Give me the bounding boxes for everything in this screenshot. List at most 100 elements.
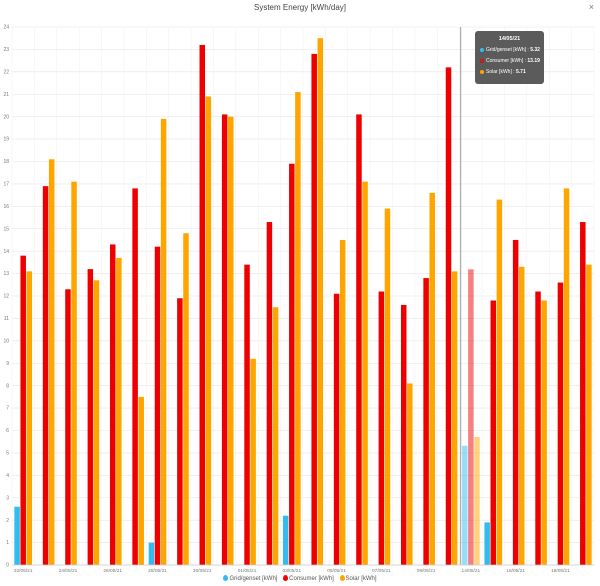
- bar-solar: [474, 437, 480, 565]
- legend-item-consumer[interactable]: Consumer [kWh]: [283, 575, 334, 582]
- tooltip-grid-dot-icon: [480, 47, 484, 52]
- bar-solar: [407, 383, 413, 565]
- x-tick-label: 26/05/21: [103, 568, 122, 574]
- bar-grid: [484, 522, 490, 565]
- y-tick-label: 6: [6, 428, 9, 434]
- bar-consumer: [580, 222, 586, 565]
- bar-solar: [205, 96, 212, 565]
- bar-consumer: [244, 264, 250, 565]
- bar-consumer: [445, 67, 452, 565]
- x-tick-label: 28/05/21: [148, 568, 167, 574]
- close-icon[interactable]: ×: [588, 2, 594, 12]
- bar-solar: [160, 118, 167, 566]
- bar-solar: [429, 192, 435, 565]
- tooltip-solar-value: 5.71: [516, 69, 526, 75]
- y-tick-label: 7: [6, 406, 9, 412]
- y-tick-label: 4: [6, 473, 9, 479]
- legend-label-grid: Grid/genset [kWh]: [229, 576, 278, 582]
- legend-label-solar: Solar [kWh]: [345, 576, 377, 582]
- bar-consumer: [132, 188, 138, 565]
- bar-solar: [26, 271, 33, 565]
- bar-consumer: [468, 269, 474, 565]
- tooltip-grid-label: Grid/genset [kWh] :: [486, 47, 529, 53]
- bar-consumer: [221, 114, 228, 566]
- y-tick-label: 20: [3, 114, 9, 120]
- bar-solar: [93, 280, 100, 565]
- tooltip-row-solar: Solar [kWh] : 5.71: [480, 69, 526, 75]
- bar-consumer: [512, 239, 519, 566]
- x-tick-label: 09/05/21: [417, 568, 436, 574]
- tooltip-consumer-label: Consumer [kWh] :: [486, 58, 527, 64]
- y-tick-label: 0: [6, 563, 9, 569]
- bar-solar: [496, 199, 503, 565]
- bar-consumer: [65, 289, 71, 565]
- bar-grid: [462, 445, 468, 565]
- tooltip-grid-value: 5.32: [530, 47, 540, 53]
- tooltip-solar-label: Solar [kWh] :: [486, 69, 515, 75]
- y-tick-label: 2: [6, 518, 9, 524]
- bar-consumer: [266, 222, 273, 565]
- bar-solar: [541, 300, 547, 565]
- y-tick-label: 14: [3, 249, 9, 255]
- tooltip-solar-dot-icon: [480, 69, 484, 74]
- chart-title: System Energy [kWh/day]: [253, 3, 347, 12]
- bar-solar: [71, 181, 77, 566]
- y-tick-label: 23: [3, 47, 9, 53]
- x-tick-label: 22/05/21: [14, 568, 33, 574]
- legend-item-grid[interactable]: Grid/genset [kWh]: [223, 575, 277, 582]
- x-tick-label: 24/05/21: [59, 568, 78, 574]
- drop-icon: [223, 575, 229, 581]
- axes: 0123456789101112131415161718192021222324…: [3, 25, 594, 574]
- tooltip-consumer-value: 13.19: [527, 58, 540, 64]
- legend: Grid/genset [kWh] Consumer [kWh] Solar […: [0, 575, 600, 582]
- bar-grid: [14, 506, 20, 565]
- y-tick-label: 18: [3, 159, 9, 165]
- legend-item-solar[interactable]: Solar [kWh]: [339, 575, 377, 582]
- y-tick-label: 9: [6, 361, 9, 367]
- x-tick-label: 01/05/21: [238, 568, 257, 574]
- tooltip-row-grid: Grid/genset [kWh] : 5.32: [480, 47, 540, 53]
- x-tick-label: 16/05/21: [506, 568, 525, 574]
- bar-solar: [183, 233, 189, 565]
- bar-solar: [48, 159, 55, 565]
- bar-solar: [451, 271, 458, 565]
- bars: [14, 38, 592, 566]
- y-tick-label: 13: [3, 271, 9, 277]
- y-tick-label: 11: [4, 316, 9, 322]
- bar-consumer: [333, 293, 340, 565]
- bar-grid: [282, 515, 289, 565]
- tooltip-row-consumer: Consumer [kWh] : 13.19: [480, 58, 540, 64]
- x-tick-label: 18/05/21: [551, 568, 570, 574]
- bar-solar: [339, 239, 346, 566]
- y-tick-label: 17: [3, 182, 9, 188]
- bar-solar: [228, 116, 234, 566]
- bar-consumer: [289, 163, 295, 565]
- tooltip-consumer-dot-icon: [480, 58, 484, 63]
- bar-consumer: [42, 186, 49, 566]
- bar-consumer: [557, 282, 564, 565]
- bar-solar: [295, 92, 301, 565]
- x-tick-label: 07/05/21: [372, 568, 391, 574]
- bar-consumer: [154, 246, 161, 565]
- y-tick-label: 8: [6, 383, 9, 389]
- bar-solar: [362, 181, 368, 566]
- bar-consumer: [356, 114, 362, 566]
- y-tick-label: 24: [3, 25, 9, 31]
- legend-label-consumer: Consumer [kWh]: [289, 576, 334, 582]
- bar-consumer: [535, 291, 541, 565]
- bar-consumer: [423, 278, 429, 565]
- bar-consumer: [311, 53, 317, 566]
- bar-consumer: [87, 269, 94, 565]
- y-tick-label: 12: [3, 294, 9, 300]
- y-tick-label: 5: [6, 451, 9, 457]
- tooltip-date: 14/05/21: [498, 36, 521, 42]
- y-tick-label: 1: [6, 540, 9, 546]
- x-tick-label: 30/05/21: [193, 568, 212, 574]
- bar-consumer: [490, 300, 497, 565]
- bar-solar: [519, 266, 525, 565]
- bar-consumer: [199, 44, 206, 565]
- bar-consumer: [109, 244, 116, 566]
- x-tick-label: 03/05/21: [282, 568, 301, 574]
- bar-solar: [250, 358, 256, 565]
